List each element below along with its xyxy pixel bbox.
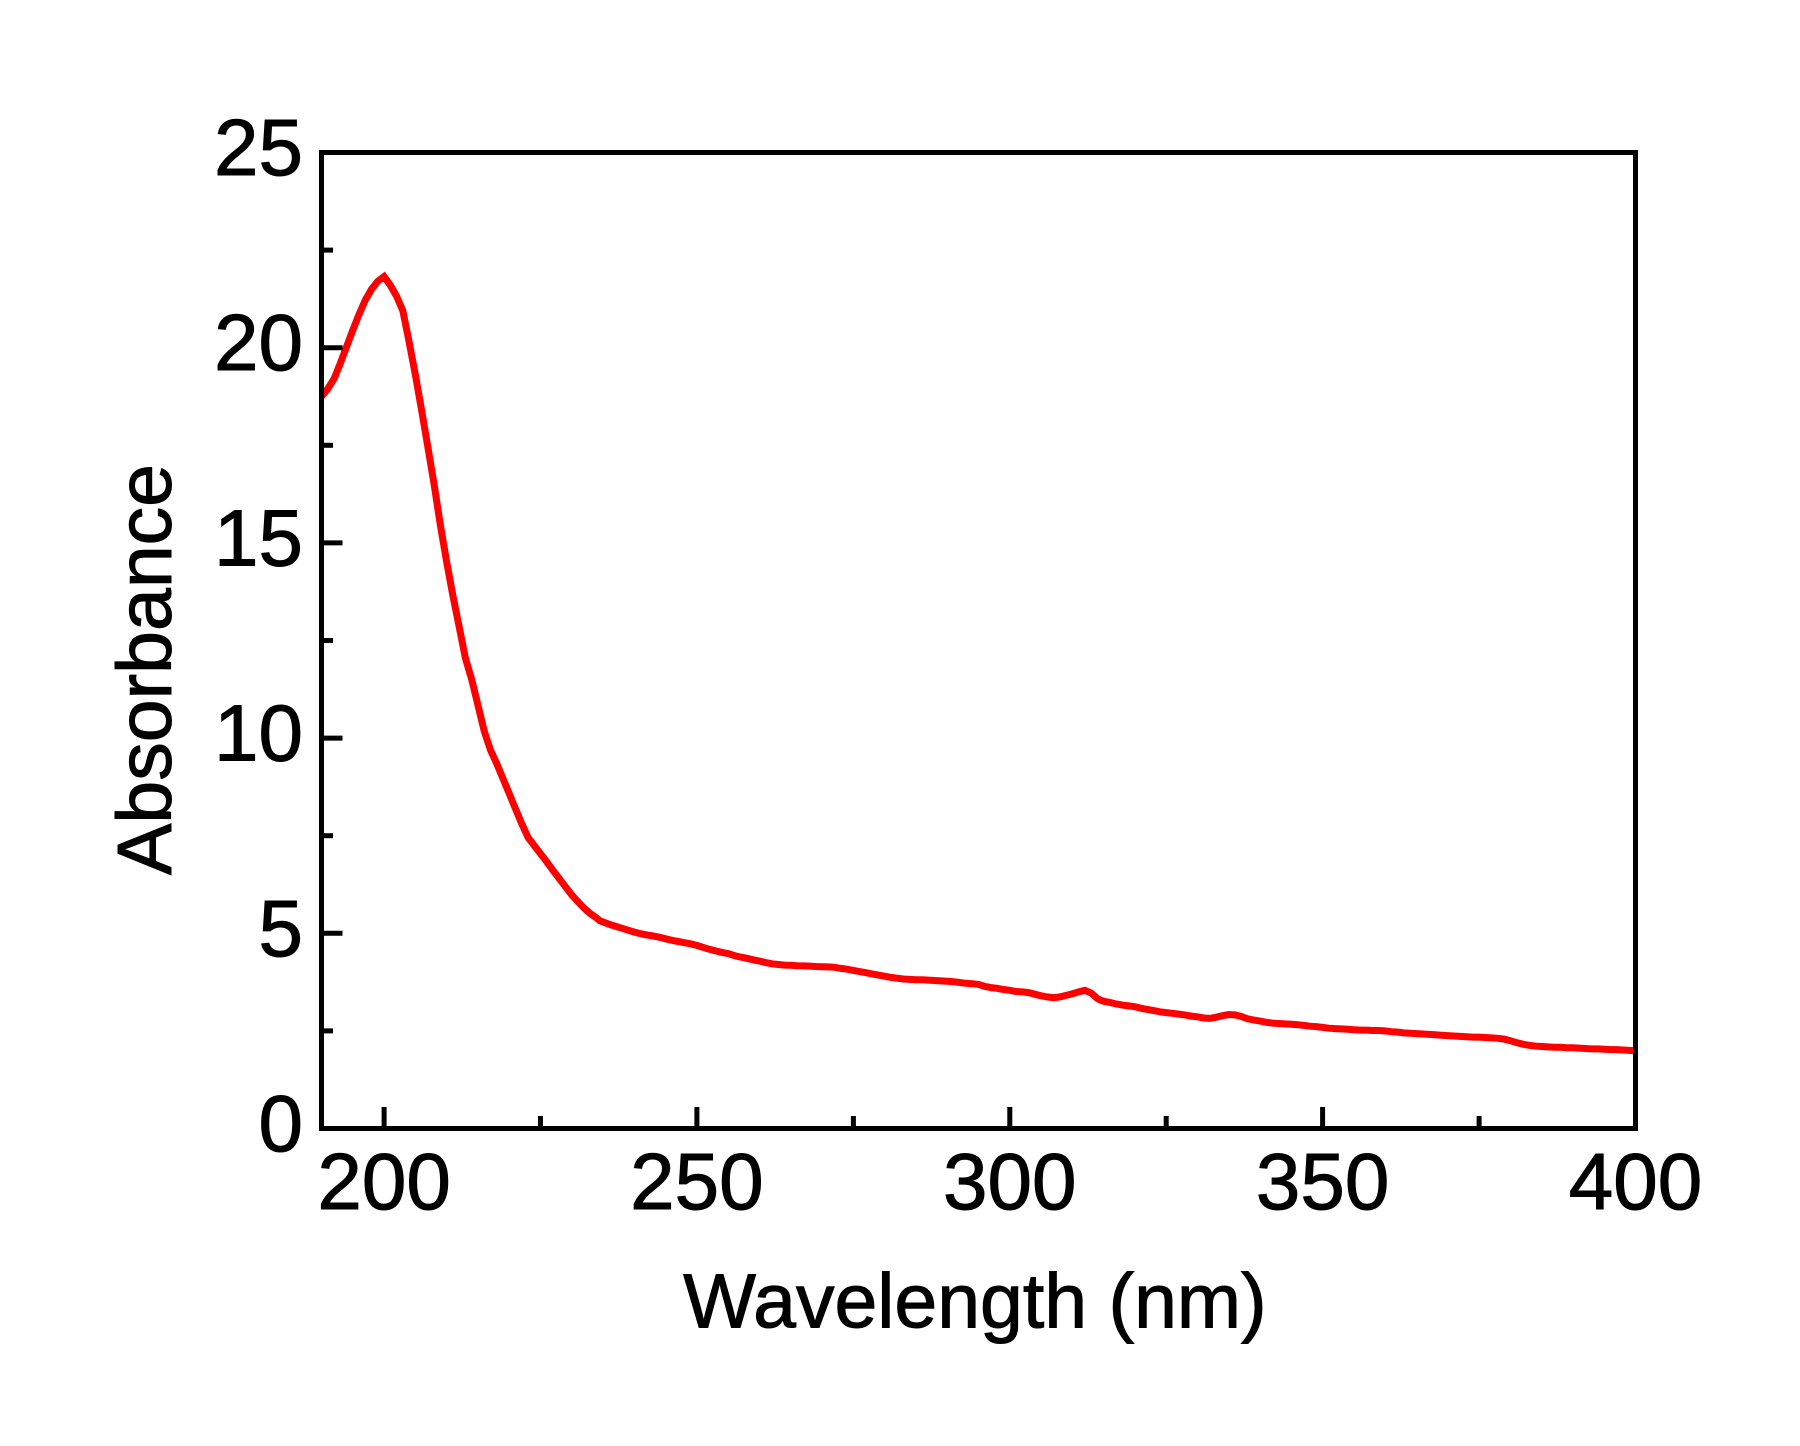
svg-text:5: 5 [259, 884, 304, 973]
svg-text:300: 300 [943, 1137, 1076, 1226]
svg-text:25: 25 [214, 103, 303, 192]
svg-text:Wavelength (nm): Wavelength (nm) [683, 1259, 1266, 1345]
svg-text:20: 20 [214, 298, 303, 387]
svg-text:400: 400 [1569, 1137, 1702, 1226]
svg-text:0: 0 [259, 1079, 304, 1168]
svg-text:15: 15 [214, 493, 303, 582]
svg-text:350: 350 [1256, 1137, 1389, 1226]
svg-text:250: 250 [630, 1137, 763, 1226]
svg-text:200: 200 [317, 1137, 450, 1226]
svg-text:Absorbance: Absorbance [102, 464, 188, 875]
svg-text:10: 10 [214, 689, 303, 778]
